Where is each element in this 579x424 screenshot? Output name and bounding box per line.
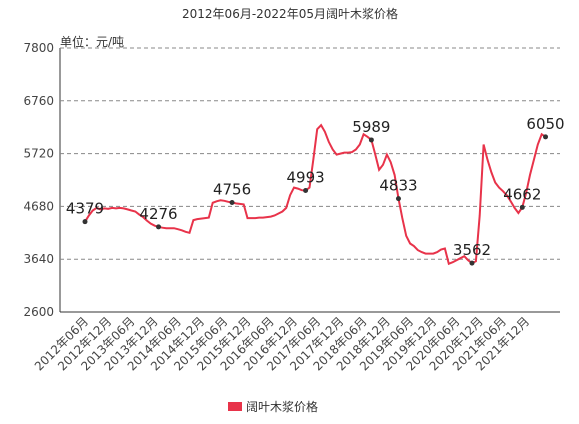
point [469, 260, 475, 266]
y-tick-label: 6760 [23, 94, 54, 108]
y-tick-label: 4680 [23, 199, 54, 213]
legend-swatch [228, 402, 242, 411]
y-tick-label: 7800 [23, 41, 54, 55]
data-label: 4662 [503, 185, 541, 203]
data-label: 6050 [526, 115, 564, 133]
point [395, 196, 401, 202]
point [82, 219, 88, 225]
chart-title: 2012年06月-2022年05月阔叶木浆价格 [182, 6, 398, 21]
data-label: 4756 [213, 181, 251, 199]
y-unit: 单位：元/吨 [60, 34, 124, 49]
point [156, 224, 162, 230]
data-label: 3562 [453, 241, 491, 259]
data-label: 4993 [286, 169, 324, 187]
y-tick-label: 2600 [23, 305, 54, 319]
data-label: 4833 [379, 177, 417, 195]
y-tick-label: 5720 [23, 147, 54, 161]
data-label: 5989 [352, 118, 390, 136]
point [303, 188, 309, 194]
y-tick-label: 3640 [23, 252, 54, 266]
point [229, 200, 235, 206]
line [84, 123, 547, 266]
data-label: 4379 [66, 200, 104, 218]
point [543, 134, 549, 140]
legend-label: 阔叶木浆价格 [246, 399, 318, 414]
point [519, 204, 525, 210]
data-label: 4276 [139, 205, 177, 223]
point [368, 137, 374, 143]
